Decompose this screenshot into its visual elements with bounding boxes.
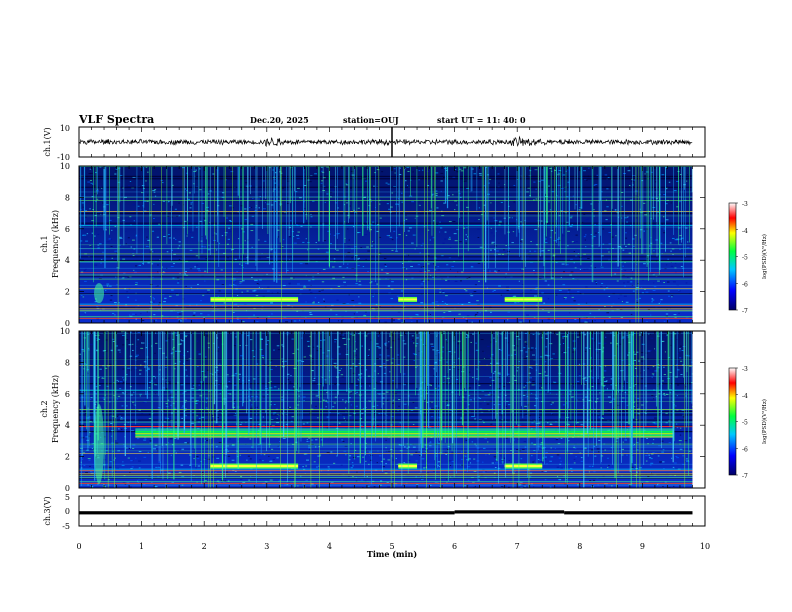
ch1-ylabel: ch.1(V)	[43, 127, 52, 156]
y-tick-label: 4	[65, 256, 70, 265]
x-tick-label: 6	[452, 542, 457, 551]
x-tick-label: 5	[389, 542, 394, 551]
ch2-spec-ylabel-2: Frequency (kHz)	[51, 375, 60, 443]
ch3-panel: 5 0 -5 ch.3(V) 0 1 2 3 4 5 6 7 8 9 10 Time (min)	[43, 493, 710, 559]
ch1-colorbar: -3 -4 -5 -6 -7 log(PSD)(V²/Hz)	[728, 201, 768, 315]
x-tick-label: 7	[515, 542, 520, 551]
ch1-waveform-panel: 10 -10 ch.1(V)	[43, 124, 706, 162]
colorbar-gradient	[728, 367, 737, 476]
y-tick-label: 4	[65, 421, 70, 430]
x-tick-label: 9	[640, 542, 645, 551]
colorbar-tick-label: -5	[742, 255, 748, 262]
colorbar-tick-label: -5	[742, 420, 748, 427]
ch3-segment	[79, 511, 455, 515]
start-time-label: start UT = 11: 40: 0	[437, 115, 526, 125]
ch1-ytick-bottom: -10	[57, 153, 70, 162]
ch3-ytick-bottom: -5	[62, 522, 70, 531]
ch3-trace	[79, 510, 693, 515]
x-tick-label: 10	[700, 542, 710, 551]
y-tick-label: 0	[65, 484, 70, 493]
ch3-segment	[454, 510, 565, 514]
x-axis-label: Time (min)	[367, 549, 417, 559]
colorbar-tick-label: -7	[742, 473, 748, 480]
ch2-spec-ylabel-1: ch.2	[40, 400, 49, 417]
colorbar-tick-label: -4	[742, 393, 748, 400]
ch1-spectrogram-image	[79, 166, 705, 323]
colorbar-label: log(PSD)(V²/Hz)	[761, 399, 768, 444]
ch1-ytick-top: 10	[60, 124, 70, 133]
date-label: Dec.20, 2025	[250, 115, 309, 125]
y-tick-label: 10	[60, 327, 70, 336]
colorbar-tick-label: -3	[742, 201, 748, 208]
ch3-segment	[564, 511, 693, 515]
y-tick-label: 2	[65, 288, 70, 297]
colorbar-tick-label: -7	[742, 308, 748, 315]
colorbar-gradient	[728, 202, 737, 311]
y-tick-label: 8	[65, 193, 70, 202]
y-tick-label: 6	[65, 225, 70, 234]
x-tick-label: 4	[327, 542, 332, 551]
y-tick-label: 2	[65, 453, 70, 462]
y-tick-label: 6	[65, 390, 70, 399]
station-label: station=OUJ	[343, 115, 399, 125]
x-tick-label: 3	[264, 542, 269, 551]
ch1-spec-ylabel-2: Frequency (kHz)	[51, 210, 60, 278]
colorbar-label: log(PSD)(V²/Hz)	[761, 234, 768, 279]
ch2-colorbar: -3 -4 -5 -6 -7 log(PSD)(V²/Hz)	[728, 366, 768, 480]
ch1-spectrogram-panel: 0 2 4 6 8 10 ch.1 Frequency (kHz)	[40, 162, 706, 328]
y-tick-label: 10	[60, 162, 70, 171]
ch1-spec-ylabel-1: ch.1	[40, 235, 49, 252]
x-tick-label: 0	[76, 542, 81, 551]
x-tick-label: 2	[202, 542, 207, 551]
ch3-ytick-top: 5	[65, 493, 70, 502]
ch3-ylabel: ch.3(V)	[43, 496, 52, 525]
colorbar-tick-label: -6	[742, 281, 748, 288]
x-tick-label: 8	[577, 542, 582, 551]
ch3-ytick-mid: 0	[65, 507, 70, 516]
y-tick-label: 0	[65, 319, 70, 328]
x-tick-label: 1	[139, 542, 144, 551]
ch2-spectrogram-panel: 0 2 4 6 8 10 ch.2 Frequency (kHz)	[40, 327, 706, 493]
figure-title: VLF Spectra	[78, 113, 154, 126]
colorbar-tick-label: -6	[742, 446, 748, 453]
ch2-spectrogram-image	[79, 331, 705, 488]
colorbar-tick-label: -4	[742, 228, 748, 235]
y-tick-label: 8	[65, 358, 70, 367]
colorbar-tick-label: -3	[742, 366, 748, 373]
